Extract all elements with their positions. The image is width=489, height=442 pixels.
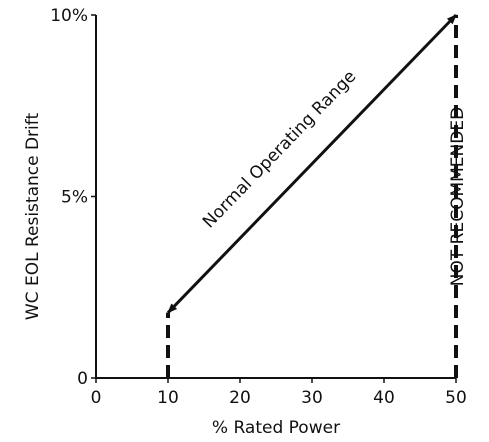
x-tick-label: 0 <box>91 388 102 408</box>
ticks: 0 10 20 30 40 50 0 5% 10% <box>50 6 467 408</box>
x-tick-label: 30 <box>301 388 323 408</box>
x-axis-label: % Rated Power <box>212 418 340 438</box>
marks: Normal Operating Range NOT RECOMMENDED <box>166 13 468 378</box>
x-tick-label: 40 <box>373 388 395 408</box>
x-tick-label: 10 <box>157 388 179 408</box>
y-tick-label: 10% <box>50 6 88 26</box>
labels: % Rated Power WC EOL Resistance Drift <box>23 113 340 438</box>
operating-range-line <box>166 13 458 314</box>
x-tick-label: 20 <box>229 388 251 408</box>
y-tick-label: 0 <box>77 369 88 389</box>
x-tick-label: 50 <box>445 388 467 408</box>
annotation-not-recommended: NOT RECOMMENDED <box>448 107 468 286</box>
y-axis-label: WC EOL Resistance Drift <box>23 113 43 321</box>
annotation-normal-operating-range: Normal Operating Range <box>199 67 360 233</box>
y-tick-label: 5% <box>61 188 88 208</box>
